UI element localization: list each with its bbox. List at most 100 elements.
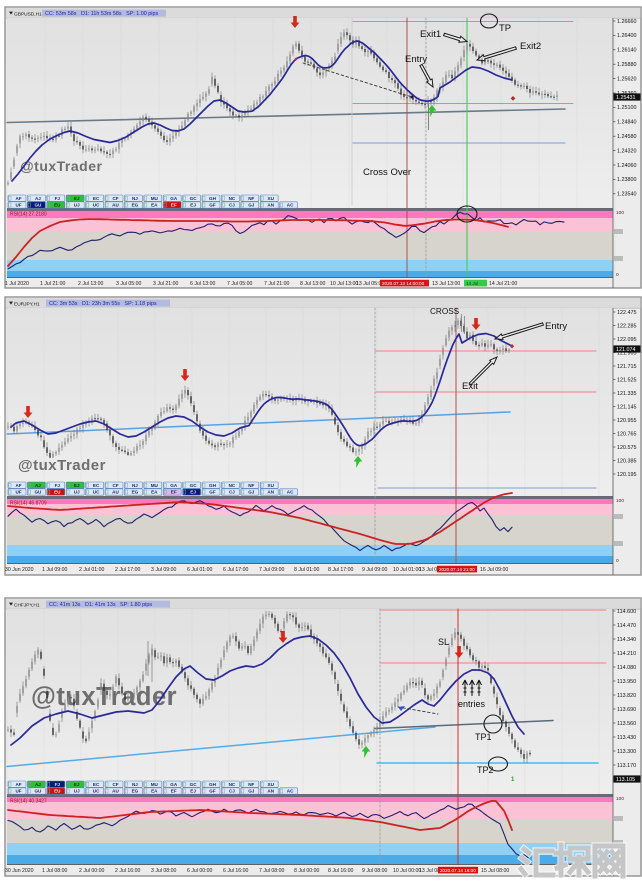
svg-text:EJ: EJ: [190, 789, 196, 794]
svg-text:EA: EA: [151, 789, 158, 794]
svg-text:CROSS: CROSS: [430, 307, 460, 316]
svg-text:CC: 53m 58s D1: 11h 53m 58s: CC: 53m 58s D1: 11h 53m 58s SP: 1.00 pip…: [45, 11, 158, 17]
svg-text:121.145: 121.145: [617, 404, 637, 410]
svg-text:EJ: EJ: [190, 203, 196, 208]
svg-text:100: 100: [616, 796, 624, 802]
svg-text:RSI(14) 27.2180: RSI(14) 27.2180: [10, 212, 47, 218]
svg-text:1.26140: 1.26140: [617, 48, 637, 54]
svg-text:13 Jul 05:00: 13 Jul 05:00: [356, 281, 384, 287]
svg-text:1.25880: 1.25880: [617, 62, 637, 68]
svg-text:113.170: 113.170: [617, 763, 636, 769]
svg-text:1 Jul 09:00: 1 Jul 09:00: [42, 567, 67, 573]
svg-text:NF: NF: [248, 782, 254, 787]
svg-text:@tuxTrader: @tuxTrader: [18, 457, 106, 474]
svg-text:AU: AU: [112, 203, 119, 208]
svg-text:GJ: GJ: [248, 789, 255, 794]
svg-text:1.26400: 1.26400: [617, 33, 637, 39]
svg-text:CC: 41m 13s D1: 41m 13s SP: CC: 41m 13s D1: 41m 13s SP: 1.80 pips: [49, 602, 152, 608]
svg-text:EC: EC: [93, 782, 100, 787]
svg-text:1.24320: 1.24320: [617, 148, 637, 154]
svg-text:13 Jul 13:00: 13 Jul 13:00: [432, 281, 460, 287]
svg-text:GA: GA: [170, 196, 178, 201]
svg-text:122.285: 122.285: [617, 323, 637, 329]
svg-text:TP1: TP1: [475, 732, 492, 742]
svg-text:GC: GC: [190, 782, 198, 787]
svg-text:AC: AC: [287, 203, 294, 208]
svg-text:114.600: 114.600: [617, 609, 636, 615]
svg-text:GC: GC: [190, 483, 198, 488]
svg-text:AJ: AJ: [35, 483, 41, 488]
svg-text:1 Jul 08:00: 1 Jul 08:00: [42, 868, 67, 874]
svg-text:2020.07.14 16:00: 2020.07.14 16:00: [440, 868, 476, 873]
svg-text:GF: GF: [209, 789, 216, 794]
svg-text:9 Jul 09:00: 9 Jul 09:00: [362, 567, 387, 573]
svg-text:UF: UF: [15, 490, 21, 495]
svg-text:1.24060: 1.24060: [617, 163, 637, 169]
svg-text:113.430: 113.430: [617, 735, 636, 741]
svg-text:EC: EC: [93, 196, 100, 201]
svg-text:GJ: GJ: [248, 203, 255, 208]
svg-text:122.095: 122.095: [617, 337, 637, 343]
svg-text:CF: CF: [112, 196, 118, 201]
svg-text:0: 0: [616, 272, 619, 278]
svg-text:121.335: 121.335: [617, 391, 637, 397]
svg-text:EG: EG: [132, 203, 139, 208]
svg-text:14 Jul 21:00: 14 Jul 21:00: [489, 281, 517, 287]
svg-text:121.715: 121.715: [617, 364, 637, 370]
svg-text:AJ: AJ: [35, 196, 41, 201]
svg-text:CJ: CJ: [229, 789, 235, 794]
svg-text:EJ: EJ: [74, 483, 80, 488]
svg-text:FJ: FJ: [55, 196, 61, 201]
svg-text:NJ: NJ: [132, 196, 138, 201]
svg-text:MU: MU: [151, 782, 159, 787]
svg-text:7 Jul 09:00: 7 Jul 09:00: [259, 567, 284, 573]
svg-text:113.950: 113.950: [617, 679, 636, 685]
svg-text:2 Jul 17:00: 2 Jul 17:00: [115, 567, 140, 573]
svg-text:8 Jul 01:00: 8 Jul 01:00: [294, 567, 319, 573]
svg-text:121.905: 121.905: [617, 350, 637, 356]
svg-text:NF: NF: [248, 196, 254, 201]
svg-text:114.210: 114.210: [617, 651, 636, 657]
svg-text:6 Jul 17:00: 6 Jul 17:00: [223, 567, 248, 573]
svg-text:GF: GF: [209, 203, 216, 208]
svg-text:3 Jul 09:00: 3 Jul 09:00: [151, 567, 176, 573]
svg-text:CJ: CJ: [229, 203, 235, 208]
svg-text:GU: GU: [34, 789, 42, 794]
svg-text:GBPUSD,H1: GBPUSD,H1: [14, 11, 42, 17]
svg-text:EJ: EJ: [190, 490, 196, 495]
svg-text:MU: MU: [151, 483, 159, 488]
svg-text:120.765: 120.765: [617, 431, 637, 437]
svg-text:GA: GA: [170, 782, 178, 787]
svg-text:30 Jun 2020: 30 Jun 2020: [5, 567, 34, 573]
svg-text:@tuxTrader: @tuxTrader: [20, 158, 103, 174]
svg-text:120.955: 120.955: [617, 418, 637, 424]
svg-text:EU: EU: [54, 789, 61, 794]
svg-text:113.105: 113.105: [616, 777, 635, 783]
svg-text:Exit: Exit: [462, 381, 478, 392]
svg-text:2020.07.14 21:00: 2020.07.14 21:00: [439, 567, 475, 572]
svg-text:120.575: 120.575: [617, 445, 637, 451]
svg-text:113.300: 113.300: [617, 749, 636, 755]
svg-text:SL: SL: [438, 637, 449, 647]
svg-text:113.560: 113.560: [617, 721, 636, 727]
svg-text:6 Jul 00:00: 6 Jul 00:00: [187, 868, 212, 874]
svg-text:10 Jul 00:00: 10 Jul 00:00: [393, 868, 421, 874]
svg-text:121.074: 121.074: [616, 347, 636, 353]
svg-text:13 Jul 08:00: 13 Jul 08:00: [419, 868, 447, 874]
svg-text:AN: AN: [267, 789, 274, 794]
svg-text:EG: EG: [132, 789, 139, 794]
svg-text:1.24840: 1.24840: [617, 120, 637, 126]
svg-text:EURJPY,H1: EURJPY,H1: [14, 301, 40, 307]
svg-text:121.525: 121.525: [617, 377, 637, 383]
svg-text:114.470: 114.470: [617, 623, 636, 629]
svg-text:EJ: EJ: [74, 782, 80, 787]
svg-text:NC: NC: [229, 483, 236, 488]
svg-text:CHFJPY,H1: CHFJPY,H1: [14, 602, 40, 608]
svg-text:UF: UF: [15, 789, 21, 794]
svg-text:1 Jul 2020: 1 Jul 2020: [5, 281, 29, 287]
svg-text:113.820: 113.820: [617, 693, 636, 699]
svg-text:CJ: CJ: [229, 490, 235, 495]
svg-text:8 Jul 00:00: 8 Jul 00:00: [294, 868, 319, 874]
svg-text:10 Jul 01:00: 10 Jul 01:00: [393, 567, 421, 573]
svg-text:1.23540: 1.23540: [617, 192, 637, 198]
